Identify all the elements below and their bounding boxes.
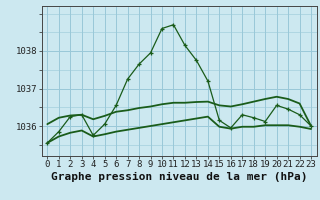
X-axis label: Graphe pression niveau de la mer (hPa): Graphe pression niveau de la mer (hPa) [51, 172, 308, 182]
